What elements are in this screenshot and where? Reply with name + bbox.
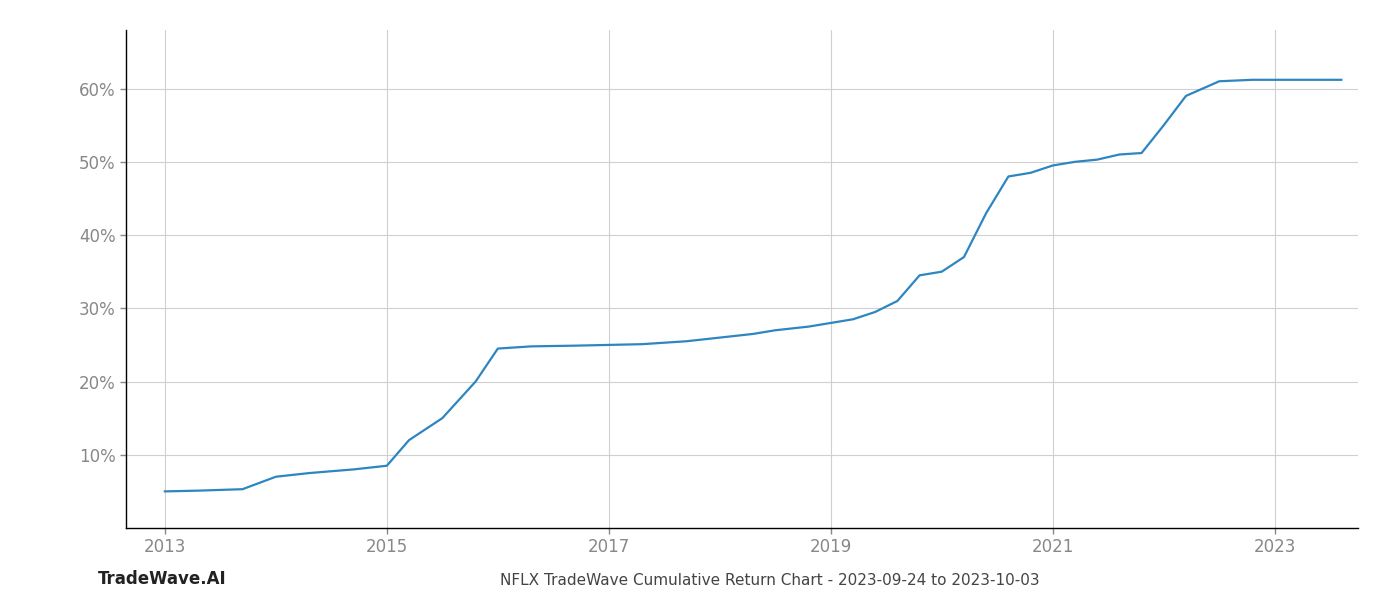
Text: TradeWave.AI: TradeWave.AI — [98, 570, 227, 588]
Text: NFLX TradeWave Cumulative Return Chart - 2023-09-24 to 2023-10-03: NFLX TradeWave Cumulative Return Chart -… — [500, 573, 1040, 588]
